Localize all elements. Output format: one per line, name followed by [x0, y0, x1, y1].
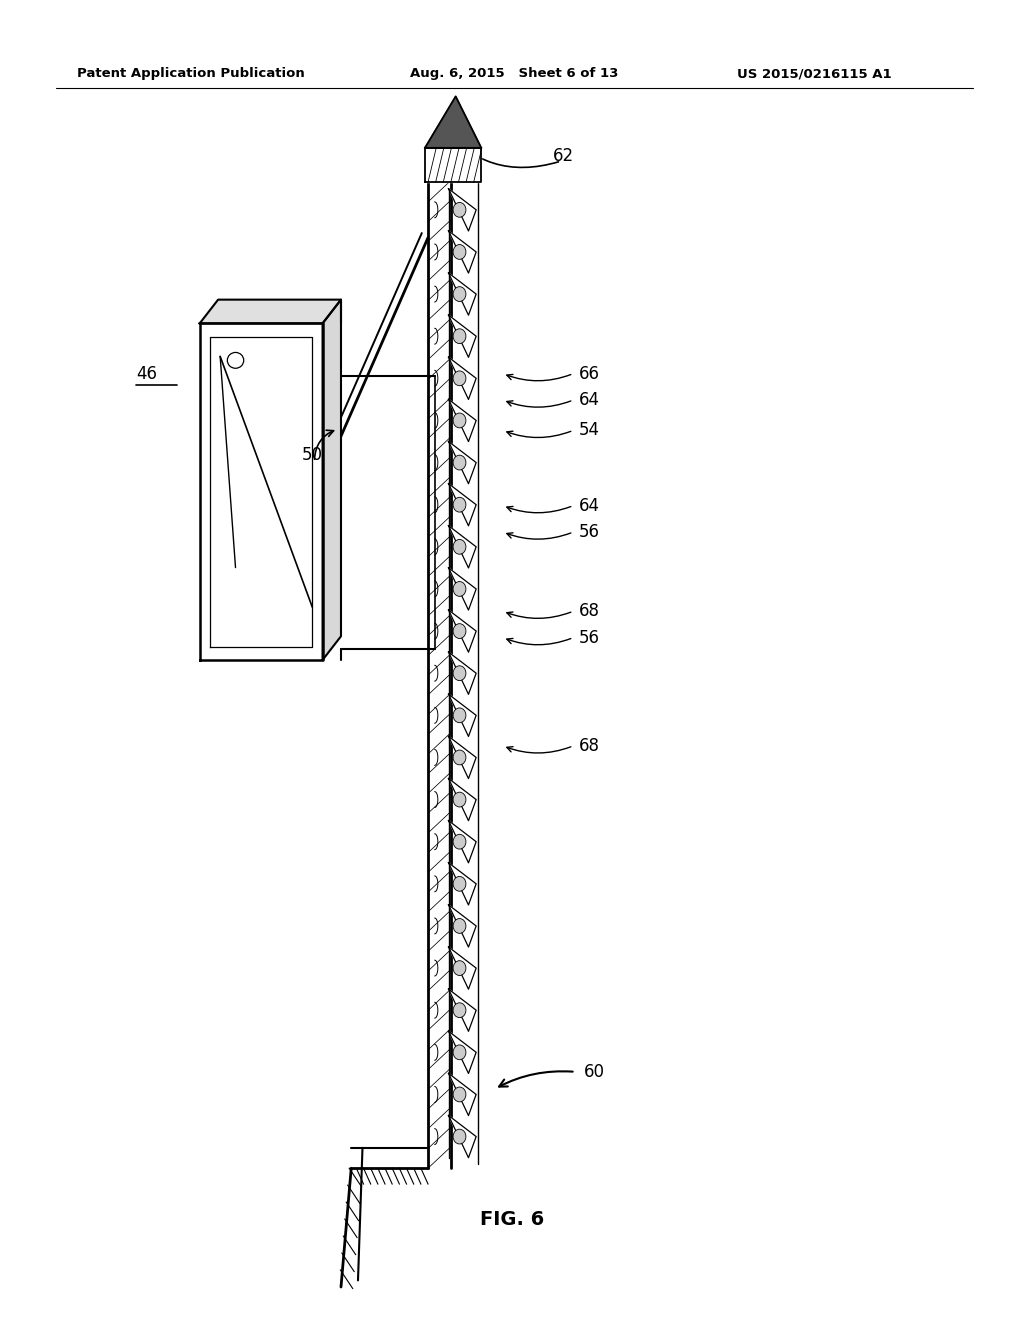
Polygon shape	[449, 525, 476, 568]
Text: 50: 50	[302, 446, 324, 465]
Polygon shape	[449, 1115, 476, 1158]
Ellipse shape	[453, 371, 466, 385]
Ellipse shape	[453, 1129, 466, 1144]
Ellipse shape	[453, 202, 466, 218]
Polygon shape	[323, 300, 341, 660]
Polygon shape	[449, 441, 476, 483]
Ellipse shape	[453, 665, 466, 681]
Ellipse shape	[453, 1088, 466, 1102]
Text: 62: 62	[553, 147, 574, 165]
Ellipse shape	[453, 750, 466, 764]
Text: 60: 60	[584, 1063, 605, 1081]
Ellipse shape	[453, 329, 466, 343]
Ellipse shape	[453, 413, 466, 428]
Text: 46: 46	[136, 364, 158, 383]
Ellipse shape	[453, 1003, 466, 1018]
Polygon shape	[449, 273, 476, 315]
Polygon shape	[200, 300, 341, 323]
Ellipse shape	[453, 919, 466, 933]
Text: 64: 64	[579, 391, 600, 409]
Polygon shape	[449, 483, 476, 525]
Ellipse shape	[453, 792, 466, 807]
Text: 56: 56	[579, 523, 600, 541]
Polygon shape	[449, 1031, 476, 1073]
Polygon shape	[449, 315, 476, 358]
Ellipse shape	[453, 540, 466, 554]
Text: 56: 56	[579, 628, 600, 647]
Polygon shape	[425, 96, 481, 148]
Polygon shape	[449, 694, 476, 737]
Ellipse shape	[453, 623, 466, 639]
Text: 68: 68	[579, 602, 600, 620]
Ellipse shape	[453, 834, 466, 849]
Text: 66: 66	[579, 364, 600, 383]
Ellipse shape	[453, 708, 466, 723]
Polygon shape	[449, 946, 476, 989]
Polygon shape	[425, 148, 481, 182]
Ellipse shape	[453, 582, 466, 597]
Text: Aug. 6, 2015   Sheet 6 of 13: Aug. 6, 2015 Sheet 6 of 13	[410, 67, 617, 81]
Polygon shape	[449, 189, 476, 231]
Ellipse shape	[453, 1045, 466, 1060]
Polygon shape	[449, 989, 476, 1031]
Polygon shape	[449, 1073, 476, 1115]
Ellipse shape	[227, 352, 244, 368]
Text: 68: 68	[579, 737, 600, 755]
Text: US 2015/0216115 A1: US 2015/0216115 A1	[737, 67, 892, 81]
Polygon shape	[449, 231, 476, 273]
Polygon shape	[449, 779, 476, 821]
Polygon shape	[449, 737, 476, 779]
Ellipse shape	[453, 244, 466, 259]
Polygon shape	[449, 821, 476, 863]
Ellipse shape	[453, 876, 466, 891]
Text: 54: 54	[579, 421, 600, 440]
Polygon shape	[449, 863, 476, 906]
Polygon shape	[449, 568, 476, 610]
Ellipse shape	[453, 455, 466, 470]
Ellipse shape	[453, 286, 466, 301]
Text: 64: 64	[579, 496, 600, 515]
Polygon shape	[449, 904, 476, 946]
Ellipse shape	[453, 498, 466, 512]
Text: FIG. 6: FIG. 6	[480, 1210, 544, 1229]
Polygon shape	[449, 400, 476, 442]
Polygon shape	[200, 323, 323, 660]
Text: Patent Application Publication: Patent Application Publication	[77, 67, 304, 81]
Ellipse shape	[453, 961, 466, 975]
Polygon shape	[449, 610, 476, 652]
Polygon shape	[449, 652, 476, 694]
Polygon shape	[449, 358, 476, 400]
